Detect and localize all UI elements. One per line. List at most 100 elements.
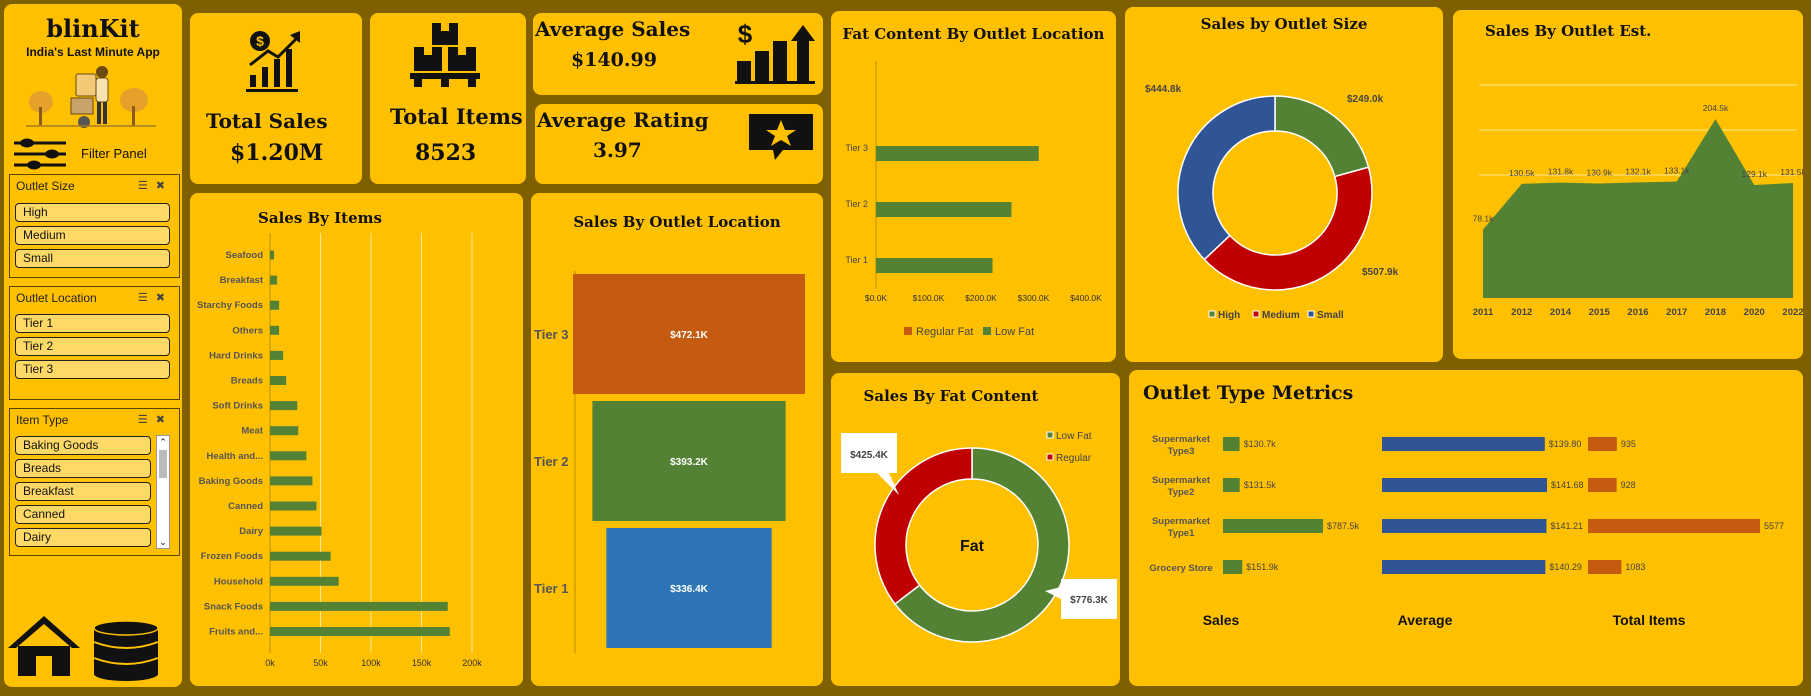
data-label: $787.5k (1327, 521, 1360, 531)
scroll-up-icon[interactable]: ⌃ (159, 437, 167, 447)
slicer-item-tier3[interactable]: Tier 3 (15, 360, 170, 379)
legend-label: Low Fat (995, 326, 1034, 338)
slicer-item-breakfast[interactable]: Breakfast (15, 482, 151, 501)
chart-sales-by-fat-content-svg: Fat $425.4K $776.3K Low Fat Regular (841, 431, 1117, 643)
bar (270, 275, 278, 285)
bar (270, 376, 287, 385)
slicer-item-tier1[interactable]: Tier 1 (15, 314, 170, 333)
callout-box (1045, 579, 1117, 619)
chart-outlet-type-metrics-svg: Supermarket Type3 Supermarket Type2 Supermar… (1149, 434, 1784, 628)
category-label: Starchy Foods (197, 300, 263, 311)
home-icon[interactable] (6, 614, 82, 678)
category-label: Household (214, 576, 263, 587)
legend-label: Small (1317, 310, 1344, 321)
slicer-item-type: Item Type ☰✖ Baking Goods Breads Breakfa… (9, 408, 180, 556)
data-label: 5577 (1764, 521, 1784, 531)
bar (1223, 437, 1240, 451)
dollar-bar-icon: $ (735, 19, 815, 84)
legend-label: Regular Fat (916, 326, 973, 338)
legend-swatch (1252, 310, 1260, 318)
slicer-title: Outlet Location (16, 291, 97, 305)
donut-slice (1177, 95, 1276, 261)
category-label: Supermarket Type3 (1152, 434, 1211, 457)
bar (270, 401, 298, 411)
data-label: $141.68 (1551, 480, 1584, 490)
chart-title: Sales By Outlet Location (573, 213, 781, 231)
slicer-item-breads[interactable]: Breads (15, 459, 151, 478)
bar (270, 576, 339, 586)
bar (270, 476, 313, 486)
data-label: $131.5k (1244, 480, 1277, 490)
data-label: 204.5k (1703, 103, 1729, 113)
bar-low-fat (876, 146, 1039, 161)
x-tick-label: 2017 (1666, 307, 1687, 318)
database-icon[interactable] (92, 620, 160, 682)
category-label: Tier 3 (845, 143, 868, 153)
bar (270, 601, 448, 611)
slicer-item-medium[interactable]: Medium (15, 226, 170, 245)
kpi-label: Total Sales (206, 109, 328, 133)
x-tick-label: 2018 (1705, 307, 1726, 318)
slicer-item-baking-goods[interactable]: Baking Goods (15, 436, 151, 455)
legend-label: High (1218, 310, 1240, 321)
slicer-item-high[interactable]: High (15, 203, 170, 222)
category-label: Grocery Store (1149, 563, 1212, 574)
chart-sales-by-outlet-est: Sales By Outlet Est. 78.1k 2011 130.5k 2012… (1453, 10, 1803, 359)
data-label: 130.9k (1586, 167, 1612, 177)
slicer-item-dairy[interactable]: Dairy (15, 528, 151, 547)
category-label: Tier 2 (534, 454, 568, 469)
slicer-clear-icon[interactable]: ☰✖ (137, 414, 173, 426)
slicer-clear-icon[interactable]: ☰✖ (137, 180, 173, 192)
category-label: Breakfast (220, 275, 264, 286)
category-label: Tier 1 (845, 255, 868, 265)
bar (1382, 519, 1547, 533)
kpi-label: Total Items (390, 104, 523, 129)
bar (270, 426, 299, 436)
scroll-down-icon[interactable]: ⌄ (159, 537, 167, 547)
data-label: 1083 (1625, 562, 1645, 572)
x-tick-label: 2012 (1511, 307, 1532, 318)
kpi-average-rating: Average Rating 3.97 (535, 104, 823, 184)
bar (1223, 519, 1323, 533)
bar (1588, 478, 1617, 492)
kpi-value: 3.97 (593, 138, 642, 162)
sidebar-panel: blinKit India's Last Minute App Filter P… (4, 4, 182, 687)
data-label: 129.1k (1741, 169, 1767, 179)
chart-sales-by-outlet-size: Sales by Outlet Size $249.0k $507.9k $444.… (1125, 7, 1443, 362)
chart-title: Sales by Outlet Size (1200, 15, 1368, 33)
data-label: 78.1k (1473, 214, 1495, 224)
legend-swatch (1046, 453, 1054, 461)
slicer-item-small[interactable]: Small (15, 249, 170, 268)
kpi-value: $1.20M (230, 140, 324, 166)
slicer-item-tier2[interactable]: Tier 2 (15, 337, 170, 356)
x-tick-label: 2022 (1782, 307, 1803, 318)
data-label: 928 (1621, 480, 1636, 490)
x-tick-label: $300.0K (1018, 293, 1050, 303)
chart-sales-by-fat-content: Sales By Fat Content Fat $425.4K $776.3K Lo… (831, 373, 1120, 686)
donut-slice (874, 447, 973, 606)
chart-title: Sales By Outlet Est. (1485, 22, 1652, 40)
category-label: Seafood (226, 250, 264, 261)
bar (270, 627, 450, 636)
slicer-clear-icon[interactable]: ☰✖ (137, 292, 173, 304)
chart-sales-by-outlet-location-svg: $472.1K Tier 3 $393.2K Tier 2 $336.4K Tier 1 (534, 271, 805, 653)
chart-title: Outlet Type Metrics (1143, 382, 1354, 404)
slicer-scrollbar[interactable]: ⌃ ⌄ (156, 435, 170, 549)
bar (1588, 560, 1622, 574)
slicer-item-canned[interactable]: Canned (15, 505, 151, 524)
column-header: Sales (1203, 612, 1240, 628)
data-label: 131.8k (1548, 167, 1574, 177)
legend-swatch (1307, 310, 1315, 318)
legend-swatch (983, 327, 991, 335)
data-label: $151.9k (1246, 562, 1279, 572)
data-label: 133.1k (1664, 166, 1690, 176)
bar (1588, 437, 1617, 451)
category-label: Health and... (207, 451, 263, 462)
x-tick-label: $400.0K (1070, 293, 1102, 303)
kpi-average-sales: Average Sales $140.99 $ (533, 13, 823, 95)
donut-slice (1203, 166, 1373, 291)
scroll-thumb[interactable] (159, 450, 167, 478)
x-tick-label: 0k (265, 658, 275, 668)
slicer-outlet-location: Outlet Location ☰✖ Tier 1 Tier 2 Tier 3 (9, 286, 180, 400)
data-label: $139.80 (1549, 439, 1582, 449)
